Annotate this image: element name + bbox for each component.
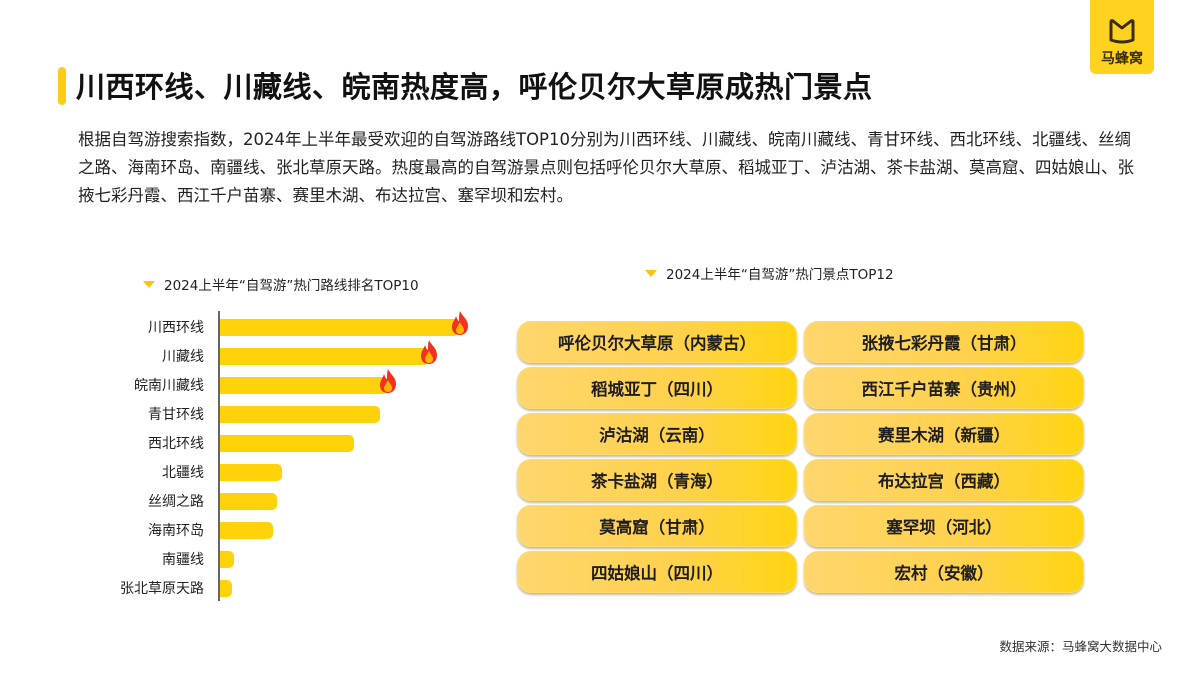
spot-pill: 茶卡盐湖（青海） [517, 459, 797, 501]
bar-label: 丝绸之路 [148, 494, 204, 510]
bar-row: 皖南川藏线 [100, 369, 500, 395]
bar-row: 南疆线 [100, 549, 500, 569]
bar-row: 北疆线 [100, 462, 500, 482]
bar-row: 川西环线 [100, 311, 500, 337]
spot-pill: 宏村（安徽） [804, 551, 1084, 593]
bar-label: 青甘环线 [148, 407, 204, 423]
bar [220, 377, 387, 394]
bar-label: 北疆线 [162, 465, 204, 481]
bar-label: 皖南川藏线 [134, 378, 204, 394]
bar-row: 张北草原天路 [100, 578, 500, 598]
data-source: 数据来源：马蜂窝大数据中心 [999, 639, 1162, 654]
fire-icon [449, 310, 471, 336]
crown-m-icon [1109, 19, 1135, 44]
spot-pill: 张掖七彩丹霞（甘肃） [804, 321, 1084, 363]
bar-row: 青甘环线 [100, 404, 500, 424]
triangle-down-icon [143, 280, 155, 288]
page-title: 川西环线、川藏线、皖南热度高，呼伦贝尔大草原成热门景点 [76, 70, 873, 104]
routes-bar-chart: 川西环线川藏线皖南川藏线青甘环线西北环线北疆线丝绸之路海南环岛南疆线张北草原天路 [100, 311, 500, 601]
bar [220, 435, 354, 452]
spot-pill: 呼伦贝尔大草原（内蒙古） [517, 321, 797, 363]
description-paragraph: 根据自驾游搜索指数，2024年上半年最受欢迎的自驾游路线TOP10分别为川西环线… [78, 130, 1134, 205]
bar-label: 川藏线 [162, 349, 204, 365]
mafengwo-logo: 马蜂窝 [1090, 0, 1154, 74]
bar [220, 406, 380, 423]
bar-label: 西北环线 [148, 436, 204, 452]
bar-row: 西北环线 [100, 433, 500, 453]
bar-row: 丝绸之路 [100, 491, 500, 511]
spots-panel-title-text: 2024上半年“自驾游”热门景点TOP12 [666, 267, 894, 283]
routes-chart-title: 2024上半年“自驾游”热门路线排名TOP10 [143, 274, 419, 294]
spot-pill: 稻城亚丁（四川） [517, 367, 797, 409]
bar-row: 海南环岛 [100, 520, 500, 540]
bar-label: 张北草原天路 [120, 581, 204, 597]
bar-label: 海南环岛 [148, 523, 204, 539]
spot-pill: 赛里木湖（新疆） [804, 413, 1084, 455]
spots-grid: 呼伦贝尔大草原（内蒙古） 张掖七彩丹霞（甘肃） 稻城亚丁（四川） 西江千户苗寨（… [517, 321, 1084, 593]
title-accent-bar [58, 67, 66, 105]
bar-label: 川西环线 [148, 320, 204, 336]
spot-pill: 莫高窟（甘肃） [517, 505, 797, 547]
spot-pill: 西江千户苗寨（贵州） [804, 367, 1084, 409]
spot-pill: 塞罕坝（河北） [804, 505, 1084, 547]
bar [220, 464, 282, 481]
bar [220, 551, 234, 568]
bar [220, 522, 273, 539]
y-axis-line [218, 311, 220, 601]
fire-icon [418, 339, 440, 365]
logo-text: 马蜂窝 [1101, 51, 1143, 67]
fire-icon [377, 368, 399, 394]
spot-pill: 泸沽湖（云南） [517, 413, 797, 455]
bar [220, 580, 232, 597]
spots-panel-title: 2024上半年“自驾游”热门景点TOP12 [645, 263, 894, 283]
spot-pill: 布达拉宫（西藏） [804, 459, 1084, 501]
routes-chart-title-text: 2024上半年“自驾游”热门路线排名TOP10 [164, 278, 419, 294]
spot-pill: 四姑娘山（四川） [517, 551, 797, 593]
bar-row: 川藏线 [100, 340, 500, 366]
bar [220, 493, 277, 510]
bar [220, 348, 428, 365]
bar [220, 319, 459, 336]
bar-label: 南疆线 [162, 552, 204, 568]
triangle-down-icon [645, 269, 657, 277]
